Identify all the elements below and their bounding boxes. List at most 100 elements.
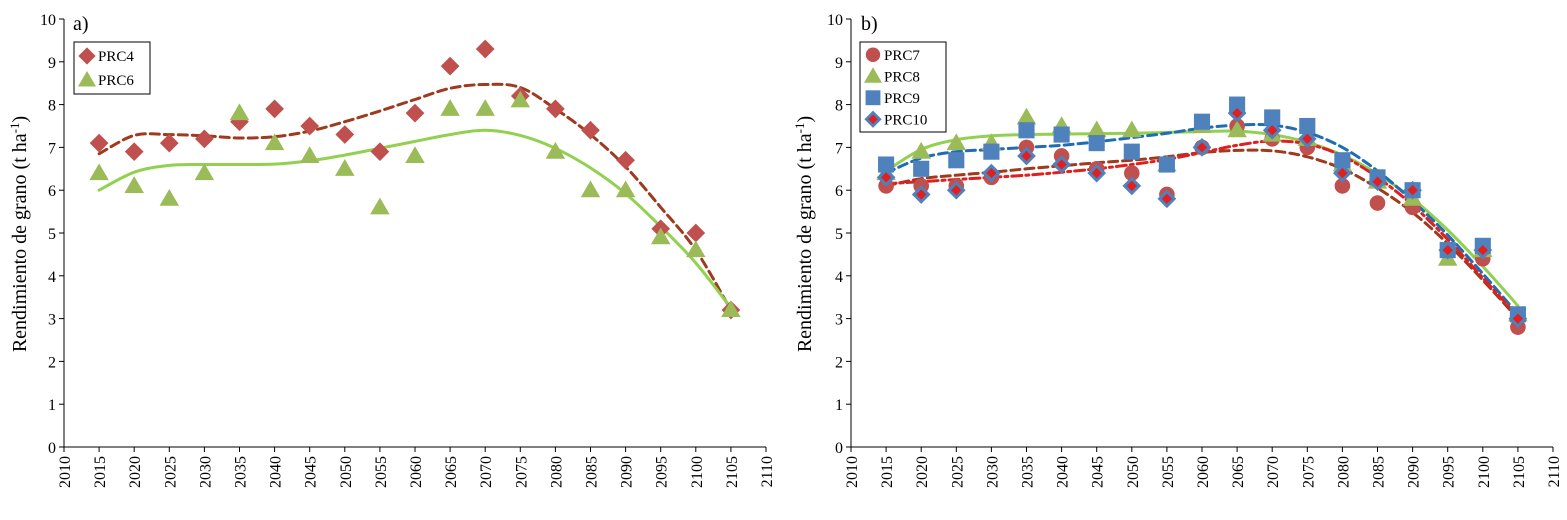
- x-tick-label: 2075: [1300, 456, 1317, 488]
- x-tick-label: 2100: [689, 456, 706, 488]
- legend-marker-prc8: [864, 67, 882, 83]
- y-tick-label: 2: [48, 354, 56, 371]
- data-point-prc9: [1334, 152, 1351, 169]
- x-tick-label: 2055: [1160, 456, 1177, 488]
- data-point-prc4: [546, 99, 565, 119]
- x-tick-label: 2090: [1406, 456, 1423, 488]
- data-point-prc6: [615, 180, 636, 198]
- data-point-prc6: [124, 176, 144, 193]
- data-point-prc10-inner: [986, 167, 997, 179]
- y-tick-label: 7: [835, 140, 843, 157]
- data-point-prc10-inner: [1196, 142, 1208, 153]
- x-tick-label: 2010: [844, 456, 861, 488]
- x-tick-label: 2015: [879, 456, 896, 488]
- data-point-prc6: [370, 197, 390, 215]
- data-point-prc10-inner: [880, 172, 892, 183]
- x-tick-label: 2095: [1441, 456, 1458, 488]
- x-tick-label: 2030: [984, 456, 1001, 488]
- y-tick-label: 6: [835, 183, 843, 200]
- data-point-prc10-inner: [1477, 244, 1488, 256]
- y-tick-label: 7: [48, 140, 56, 157]
- y-tick-label: 8: [835, 98, 843, 115]
- trendline-prc8: [884, 129, 1520, 308]
- data-point-prc6: [510, 90, 531, 108]
- x-tick-label: 2025: [949, 456, 966, 488]
- data-point-prc6: [721, 300, 741, 318]
- data-point-prc6: [475, 99, 495, 116]
- x-tick-label: 2105: [1511, 456, 1528, 488]
- x-tick-label: 2025: [162, 456, 179, 488]
- x-tick-label: 2105: [724, 456, 741, 488]
- x-tick-label: 2045: [303, 456, 320, 488]
- data-point-prc6: [335, 159, 355, 176]
- x-tick-label: 2090: [619, 456, 636, 488]
- data-point-prc10-inner: [1302, 133, 1313, 144]
- x-tick-label: 2110: [759, 456, 776, 487]
- x-tick-label: 2040: [1055, 456, 1072, 488]
- y-tick-label: 8: [48, 98, 56, 115]
- data-point-prc9: [1158, 156, 1175, 173]
- data-point-prc6: [264, 133, 285, 151]
- data-point-prc6: [405, 146, 425, 163]
- x-tick-label: 2045: [1090, 456, 1107, 488]
- y-tick-label: 9: [48, 55, 56, 72]
- y-tick-label: 1: [48, 397, 56, 414]
- x-tick-label: 2065: [443, 456, 460, 488]
- data-point-prc4: [300, 116, 320, 136]
- chart-panel-a: a) Rendimiento de grano (t ha-1) 0 1 2 3 4 5 6…: [7, 12, 776, 488]
- data-point-prc6: [545, 141, 566, 159]
- data-point-prc6: [299, 146, 320, 163]
- x-tick-label: 2015: [92, 456, 109, 488]
- data-point-prc4: [581, 120, 600, 140]
- x-tick-label: 2100: [1476, 456, 1493, 488]
- x-tick-label: 2095: [654, 456, 671, 488]
- data-point-prc10-inner: [1512, 313, 1524, 324]
- x-tick-label: 2070: [1265, 456, 1282, 488]
- x-tick-label: 2080: [1335, 456, 1352, 488]
- legend-marker-prc7: [865, 47, 881, 62]
- x-tick-label: 2085: [584, 456, 601, 488]
- y-tick-label: 10: [827, 12, 843, 29]
- y-tick-label: 0: [48, 440, 56, 457]
- y-tick-label: 1: [835, 397, 843, 414]
- y-tick-label: 4: [48, 269, 56, 286]
- panel-label-a: a): [73, 13, 89, 35]
- data-point-prc6: [229, 103, 250, 121]
- data-point-prc4: [89, 133, 109, 153]
- data-point-prc4: [440, 56, 460, 76]
- data-point-prc4: [195, 129, 214, 149]
- data-point-prc6: [194, 163, 215, 181]
- x-tick-label: 2070: [478, 456, 495, 488]
- panel-label-b: b): [861, 13, 878, 35]
- data-point-prc4: [265, 99, 284, 119]
- legend-marker-prc4: [78, 47, 96, 65]
- data-point-prc10-inner: [1126, 180, 1137, 192]
- data-point-prc4: [370, 142, 390, 162]
- legend-label-prc9: PRC9: [884, 91, 920, 107]
- legend-label-prc6: PRC6: [98, 73, 134, 89]
- data-point-prc7: [1124, 165, 1140, 181]
- legend-label-prc4: PRC4: [98, 49, 134, 65]
- y-tick-label: 5: [835, 226, 843, 243]
- data-point-prc8: [1227, 120, 1247, 138]
- data-point-prc9: [1123, 143, 1140, 160]
- y-tick-label: 4: [835, 269, 843, 286]
- x-tick-label: 2040: [268, 456, 285, 488]
- data-point-prc8: [911, 141, 931, 159]
- data-point-prc6: [650, 227, 671, 245]
- x-tick-label: 2080: [548, 456, 565, 488]
- data-point-prc10-inner: [1442, 244, 1453, 256]
- data-point-prc8: [946, 133, 967, 151]
- data-point-prc10-inner: [1161, 193, 1173, 204]
- y-tick-label: 6: [48, 183, 56, 200]
- data-point-prc10-inner: [1091, 167, 1102, 179]
- data-point-prc10-inner: [1337, 167, 1348, 179]
- legend-marker-prc6: [78, 71, 96, 87]
- data-point-prc9: [948, 152, 965, 169]
- data-point-prc10-inner: [1021, 150, 1032, 162]
- legend-marker-prc10-inner: [868, 114, 878, 125]
- data-point-prc4: [124, 142, 144, 162]
- data-point-prc9: [1018, 122, 1035, 139]
- legend-label-prc7: PRC7: [884, 48, 920, 64]
- legend-b: PRC7 PRC8 PRC9 PRC10: [859, 41, 947, 133]
